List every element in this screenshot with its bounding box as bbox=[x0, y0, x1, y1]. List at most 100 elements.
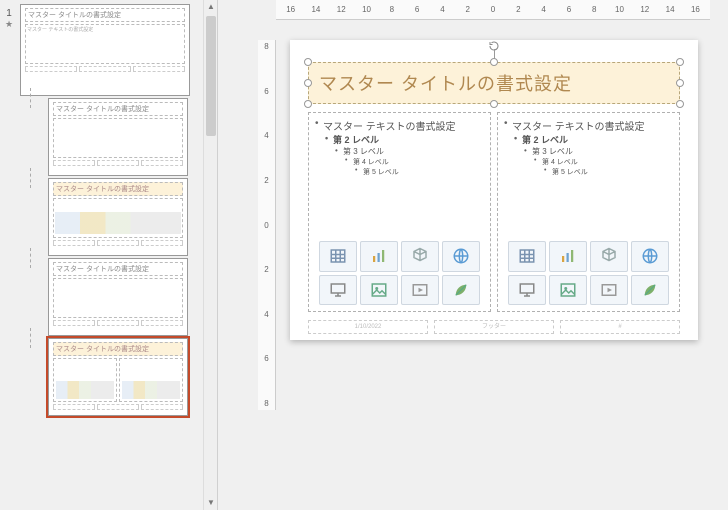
leaf-icon[interactable] bbox=[442, 275, 480, 306]
master-thumb-row: 1 ★ マスター タイトルの書式設定 マスター テキストの書式設定 bbox=[0, 4, 217, 96]
thumb-body bbox=[53, 278, 183, 318]
thumb-body: マスター テキストの書式設定 bbox=[25, 24, 185, 64]
ruler-tick: 4 bbox=[531, 5, 556, 14]
ruler-tick: 10 bbox=[354, 5, 379, 14]
ruler-tick: 8 bbox=[582, 5, 607, 14]
thumb-title: マスター タイトルの書式設定 bbox=[53, 262, 183, 276]
handle-tr[interactable] bbox=[676, 58, 684, 66]
level4: 第 4 レベル bbox=[345, 157, 484, 167]
level3: 第 3 レベル bbox=[335, 146, 484, 157]
layout-thumb-row: マスター タイトルの書式設定 bbox=[0, 258, 217, 336]
horizontal-ruler: 1614121086420246810121416 bbox=[276, 0, 710, 20]
level3: 第 3 レベル bbox=[524, 146, 673, 157]
content-row: マスター テキストの書式設定 第 2 レベル 第 3 レベル 第 4 レベル 第… bbox=[308, 112, 680, 312]
thumbnail-panel: 1 ★ マスター タイトルの書式設定 マスター テキストの書式設定 マスター タ… bbox=[0, 0, 218, 510]
thumb-footer bbox=[53, 320, 183, 326]
title-text[interactable]: マスター タイトルの書式設定 bbox=[319, 70, 572, 96]
level2: 第 2 レベル bbox=[325, 133, 484, 146]
cube-icon[interactable] bbox=[401, 241, 439, 272]
ruler-tick: 8 bbox=[379, 5, 404, 14]
handle-tl[interactable] bbox=[304, 58, 312, 66]
title-placeholder[interactable]: マスター タイトルの書式設定 bbox=[308, 62, 680, 104]
monitor-icon[interactable] bbox=[319, 275, 357, 306]
handle-bl[interactable] bbox=[304, 100, 312, 108]
ruler-tick: 2 bbox=[455, 5, 480, 14]
ruler-tick: 4 bbox=[430, 5, 455, 14]
image-icon[interactable] bbox=[360, 275, 398, 306]
slide-canvas[interactable]: マスター タイトルの書式設定 マスター テキストの書式設定 第 2 レベル 第 … bbox=[290, 40, 698, 340]
master-thumbnail[interactable]: マスター タイトルの書式設定 マスター テキストの書式設定 bbox=[20, 4, 190, 96]
slide-index: 1 ★ bbox=[0, 4, 18, 30]
content-icon-grid bbox=[319, 241, 480, 305]
thumb-footer bbox=[53, 240, 183, 246]
handle-ml[interactable] bbox=[304, 79, 312, 87]
thumb-footer bbox=[53, 160, 183, 166]
thumb-footer bbox=[25, 66, 185, 72]
cube-icon[interactable] bbox=[590, 241, 628, 272]
leaf-icon[interactable] bbox=[631, 275, 669, 306]
footer-date[interactable]: 1/10/2022 bbox=[308, 320, 428, 334]
scroll-down-icon[interactable]: ▼ bbox=[204, 496, 218, 510]
layout-thumb-row: マスター タイトルの書式設定 bbox=[0, 98, 217, 176]
handle-mr[interactable] bbox=[676, 79, 684, 87]
layout-thumbnail[interactable]: マスター タイトルの書式設定 bbox=[48, 338, 188, 416]
ruler-tick: 16 bbox=[278, 5, 303, 14]
level1: マスター テキストの書式設定 bbox=[315, 118, 484, 133]
thumb-body-text: マスター テキストの書式設定 bbox=[27, 27, 93, 33]
thumb-two-col bbox=[53, 358, 183, 402]
footer-pagenum[interactable]: # bbox=[560, 320, 680, 334]
thumb-scrollbar[interactable]: ▲ ▼ bbox=[203, 0, 217, 510]
slide-number: 1 bbox=[0, 8, 18, 19]
level1: マスター テキストの書式設定 bbox=[504, 118, 673, 133]
ruler-tick: 4 bbox=[258, 310, 275, 319]
chart-icon[interactable] bbox=[360, 241, 398, 272]
vertical-ruler: 864202468 bbox=[258, 40, 276, 410]
globe-icon[interactable] bbox=[442, 241, 480, 272]
video-icon[interactable] bbox=[401, 275, 439, 306]
ruler-tick: 6 bbox=[258, 354, 275, 363]
handle-bc[interactable] bbox=[490, 100, 498, 108]
level5: 第 5 レベル bbox=[355, 167, 484, 177]
video-icon[interactable] bbox=[590, 275, 628, 306]
handle-tc[interactable] bbox=[490, 58, 498, 66]
ruler-tick: 2 bbox=[506, 5, 531, 14]
image-icon[interactable] bbox=[549, 275, 587, 306]
level2: 第 2 レベル bbox=[514, 133, 673, 146]
text-levels: マスター テキストの書式設定 第 2 レベル 第 3 レベル 第 4 レベル 第… bbox=[504, 118, 673, 177]
ruler-tick: 14 bbox=[657, 5, 682, 14]
scroll-up-icon[interactable]: ▲ bbox=[204, 0, 218, 14]
layout-thumbnail[interactable]: マスター タイトルの書式設定 bbox=[48, 178, 188, 256]
monitor-icon[interactable] bbox=[508, 275, 546, 306]
thumb-body bbox=[53, 198, 183, 238]
footer-placeholders: 1/10/2022 フッター # bbox=[308, 320, 680, 334]
content-right[interactable]: マスター テキストの書式設定 第 2 レベル 第 3 レベル 第 4 レベル 第… bbox=[497, 112, 680, 312]
table-icon[interactable] bbox=[508, 241, 546, 272]
globe-icon[interactable] bbox=[631, 241, 669, 272]
layout-thumbnail[interactable]: マスター タイトルの書式設定 bbox=[48, 98, 188, 176]
content-left[interactable]: マスター テキストの書式設定 第 2 レベル 第 3 レベル 第 4 レベル 第… bbox=[308, 112, 491, 312]
thumb-title: マスター タイトルの書式設定 bbox=[25, 8, 185, 22]
ruler-tick: 10 bbox=[607, 5, 632, 14]
level4: 第 4 レベル bbox=[534, 157, 673, 167]
level5: 第 5 レベル bbox=[544, 167, 673, 177]
thumb-footer bbox=[53, 404, 183, 410]
footer-center[interactable]: フッター bbox=[434, 320, 554, 334]
layout-thumb-row: マスター タイトルの書式設定 bbox=[0, 338, 217, 416]
ruler-tick: 6 bbox=[556, 5, 581, 14]
ruler-tick: 14 bbox=[303, 5, 328, 14]
ruler-tick: 12 bbox=[632, 5, 657, 14]
ruler-tick: 8 bbox=[258, 42, 275, 51]
editor-area: 1614121086420246810121416 864202468 マスター… bbox=[218, 0, 728, 510]
ruler-tick: 12 bbox=[329, 5, 354, 14]
handle-br[interactable] bbox=[676, 100, 684, 108]
scroll-thumb[interactable] bbox=[206, 16, 216, 136]
ruler-tick: 6 bbox=[404, 5, 429, 14]
ruler-tick: 8 bbox=[258, 399, 275, 408]
ruler-tick: 16 bbox=[683, 5, 708, 14]
ruler-tick: 2 bbox=[258, 176, 275, 185]
layout-thumbnail[interactable]: マスター タイトルの書式設定 bbox=[48, 258, 188, 336]
chart-icon[interactable] bbox=[549, 241, 587, 272]
thumb-title: マスター タイトルの書式設定 bbox=[53, 342, 183, 356]
table-icon[interactable] bbox=[319, 241, 357, 272]
ruler-tick: 2 bbox=[258, 265, 275, 274]
